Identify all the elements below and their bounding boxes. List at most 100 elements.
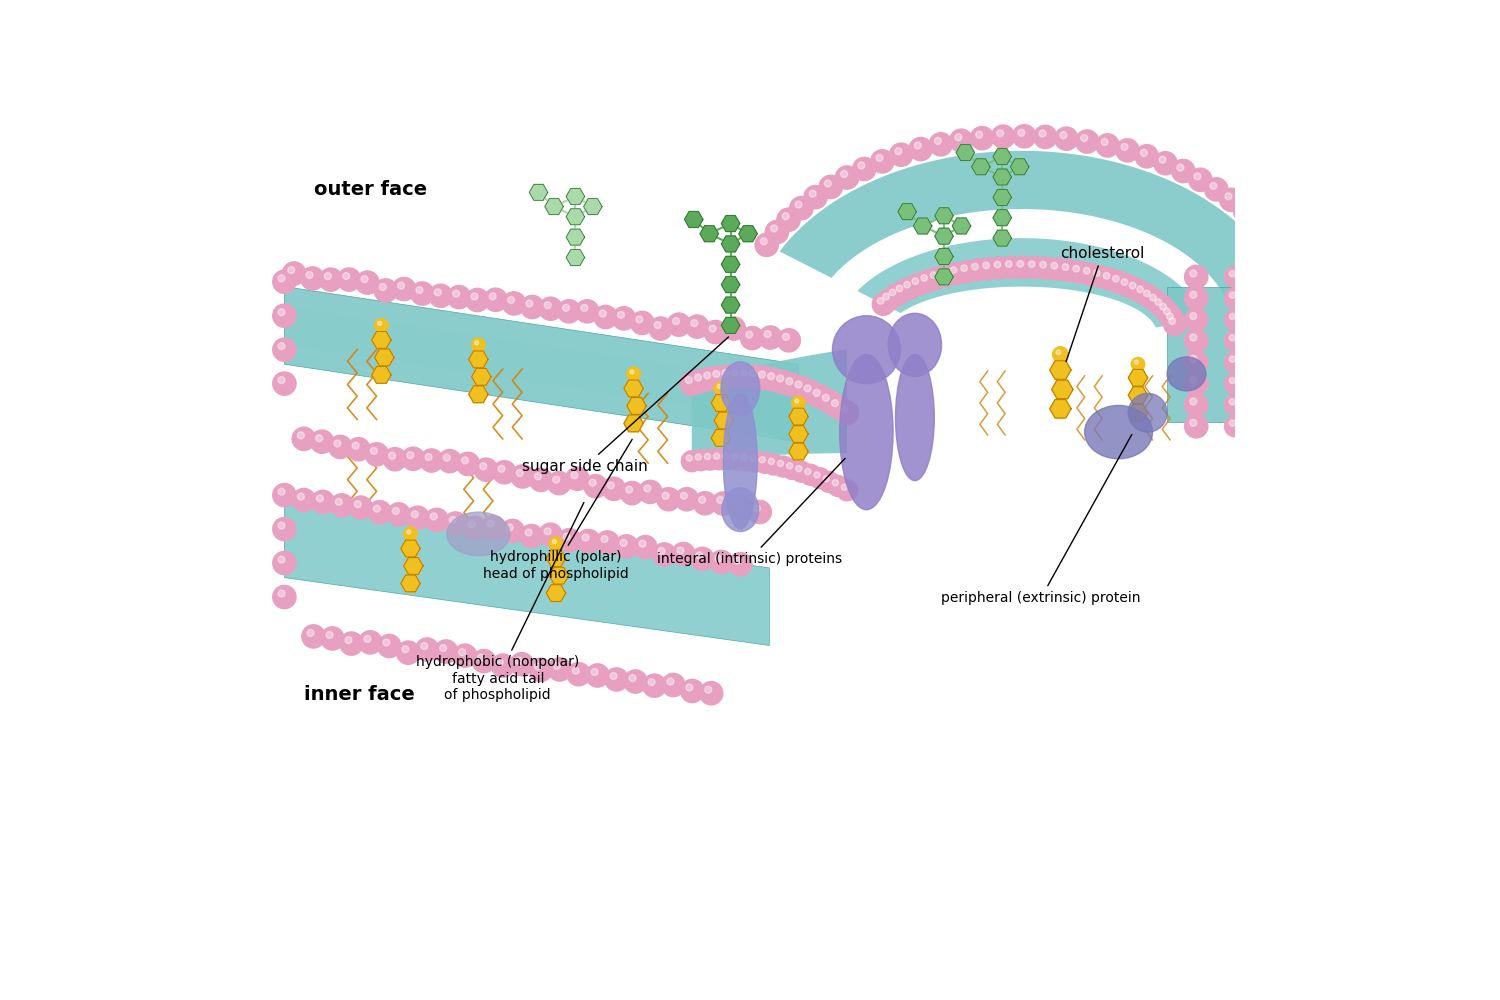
Polygon shape [740,226,758,242]
Circle shape [1190,419,1197,426]
Circle shape [657,488,680,511]
Circle shape [572,472,578,479]
Circle shape [790,196,813,220]
Circle shape [580,304,588,311]
Polygon shape [549,567,568,584]
Circle shape [477,654,484,661]
Polygon shape [780,151,1290,315]
Circle shape [717,497,724,504]
Circle shape [358,631,382,654]
Circle shape [610,672,616,679]
Circle shape [699,682,723,705]
Circle shape [1204,178,1228,201]
Circle shape [1190,334,1197,341]
Circle shape [416,287,423,294]
Circle shape [783,333,789,340]
Circle shape [652,543,676,566]
Circle shape [496,659,504,666]
Circle shape [795,201,802,208]
Circle shape [566,467,590,490]
Circle shape [1161,308,1184,331]
Circle shape [336,498,342,505]
Text: integral (intrinsic) proteins: integral (intrinsic) proteins [657,458,844,566]
Polygon shape [711,395,730,411]
Circle shape [278,343,285,350]
Circle shape [681,492,687,499]
Circle shape [438,450,462,473]
Circle shape [827,395,849,418]
Circle shape [711,492,735,515]
Circle shape [694,374,702,381]
Circle shape [956,261,978,283]
Circle shape [1185,265,1208,289]
Circle shape [730,369,738,376]
Circle shape [1185,372,1208,395]
Circle shape [630,311,654,335]
Circle shape [777,460,783,467]
Circle shape [736,450,758,471]
Circle shape [471,338,484,352]
Circle shape [273,372,296,395]
Circle shape [621,481,644,505]
Ellipse shape [888,313,942,376]
Polygon shape [546,550,566,567]
Circle shape [884,285,906,307]
Circle shape [813,389,820,396]
Circle shape [594,305,616,329]
Circle shape [352,442,358,449]
Circle shape [1143,290,1150,297]
Text: hydrophillic (polar)
head of phospholipid: hydrophillic (polar) head of phospholipi… [483,439,632,581]
Circle shape [393,277,416,301]
Circle shape [780,373,804,396]
Circle shape [1040,261,1047,268]
Circle shape [693,492,717,515]
Polygon shape [972,159,990,175]
Polygon shape [993,210,1011,226]
Circle shape [996,130,1004,137]
Circle shape [1005,261,1013,267]
Circle shape [338,268,360,291]
Circle shape [404,527,417,541]
Text: hydrophobic (nonpolar)
fatty acid tail
of phospholipid: hydrophobic (nonpolar) fatty acid tail o… [416,502,584,702]
Circle shape [982,262,990,269]
Circle shape [1224,288,1245,309]
Circle shape [1257,224,1281,247]
Circle shape [1188,168,1212,191]
Circle shape [1164,308,1170,315]
Circle shape [1058,259,1080,281]
Circle shape [598,310,606,317]
Circle shape [510,653,534,676]
Circle shape [440,645,447,652]
Circle shape [1190,291,1197,298]
Circle shape [364,635,370,642]
Polygon shape [722,216,740,232]
Circle shape [576,300,598,323]
Circle shape [435,640,457,663]
Circle shape [819,175,843,199]
Circle shape [591,668,598,675]
Circle shape [420,643,428,650]
Circle shape [1272,241,1280,248]
Circle shape [831,400,839,407]
Circle shape [350,496,372,519]
Circle shape [662,673,686,697]
Circle shape [453,290,459,297]
Circle shape [448,517,456,524]
Circle shape [567,663,591,686]
Circle shape [378,321,381,325]
Circle shape [278,488,285,495]
Circle shape [1098,268,1120,290]
Text: inner face: inner face [304,684,414,704]
Circle shape [368,501,392,524]
Circle shape [750,455,756,461]
Circle shape [686,684,693,691]
Circle shape [1228,356,1236,362]
Circle shape [966,259,988,281]
Circle shape [642,674,666,697]
Circle shape [538,523,562,546]
Circle shape [808,468,830,489]
Circle shape [1194,173,1202,180]
Circle shape [690,450,711,471]
Circle shape [1125,278,1146,300]
Circle shape [699,496,705,503]
